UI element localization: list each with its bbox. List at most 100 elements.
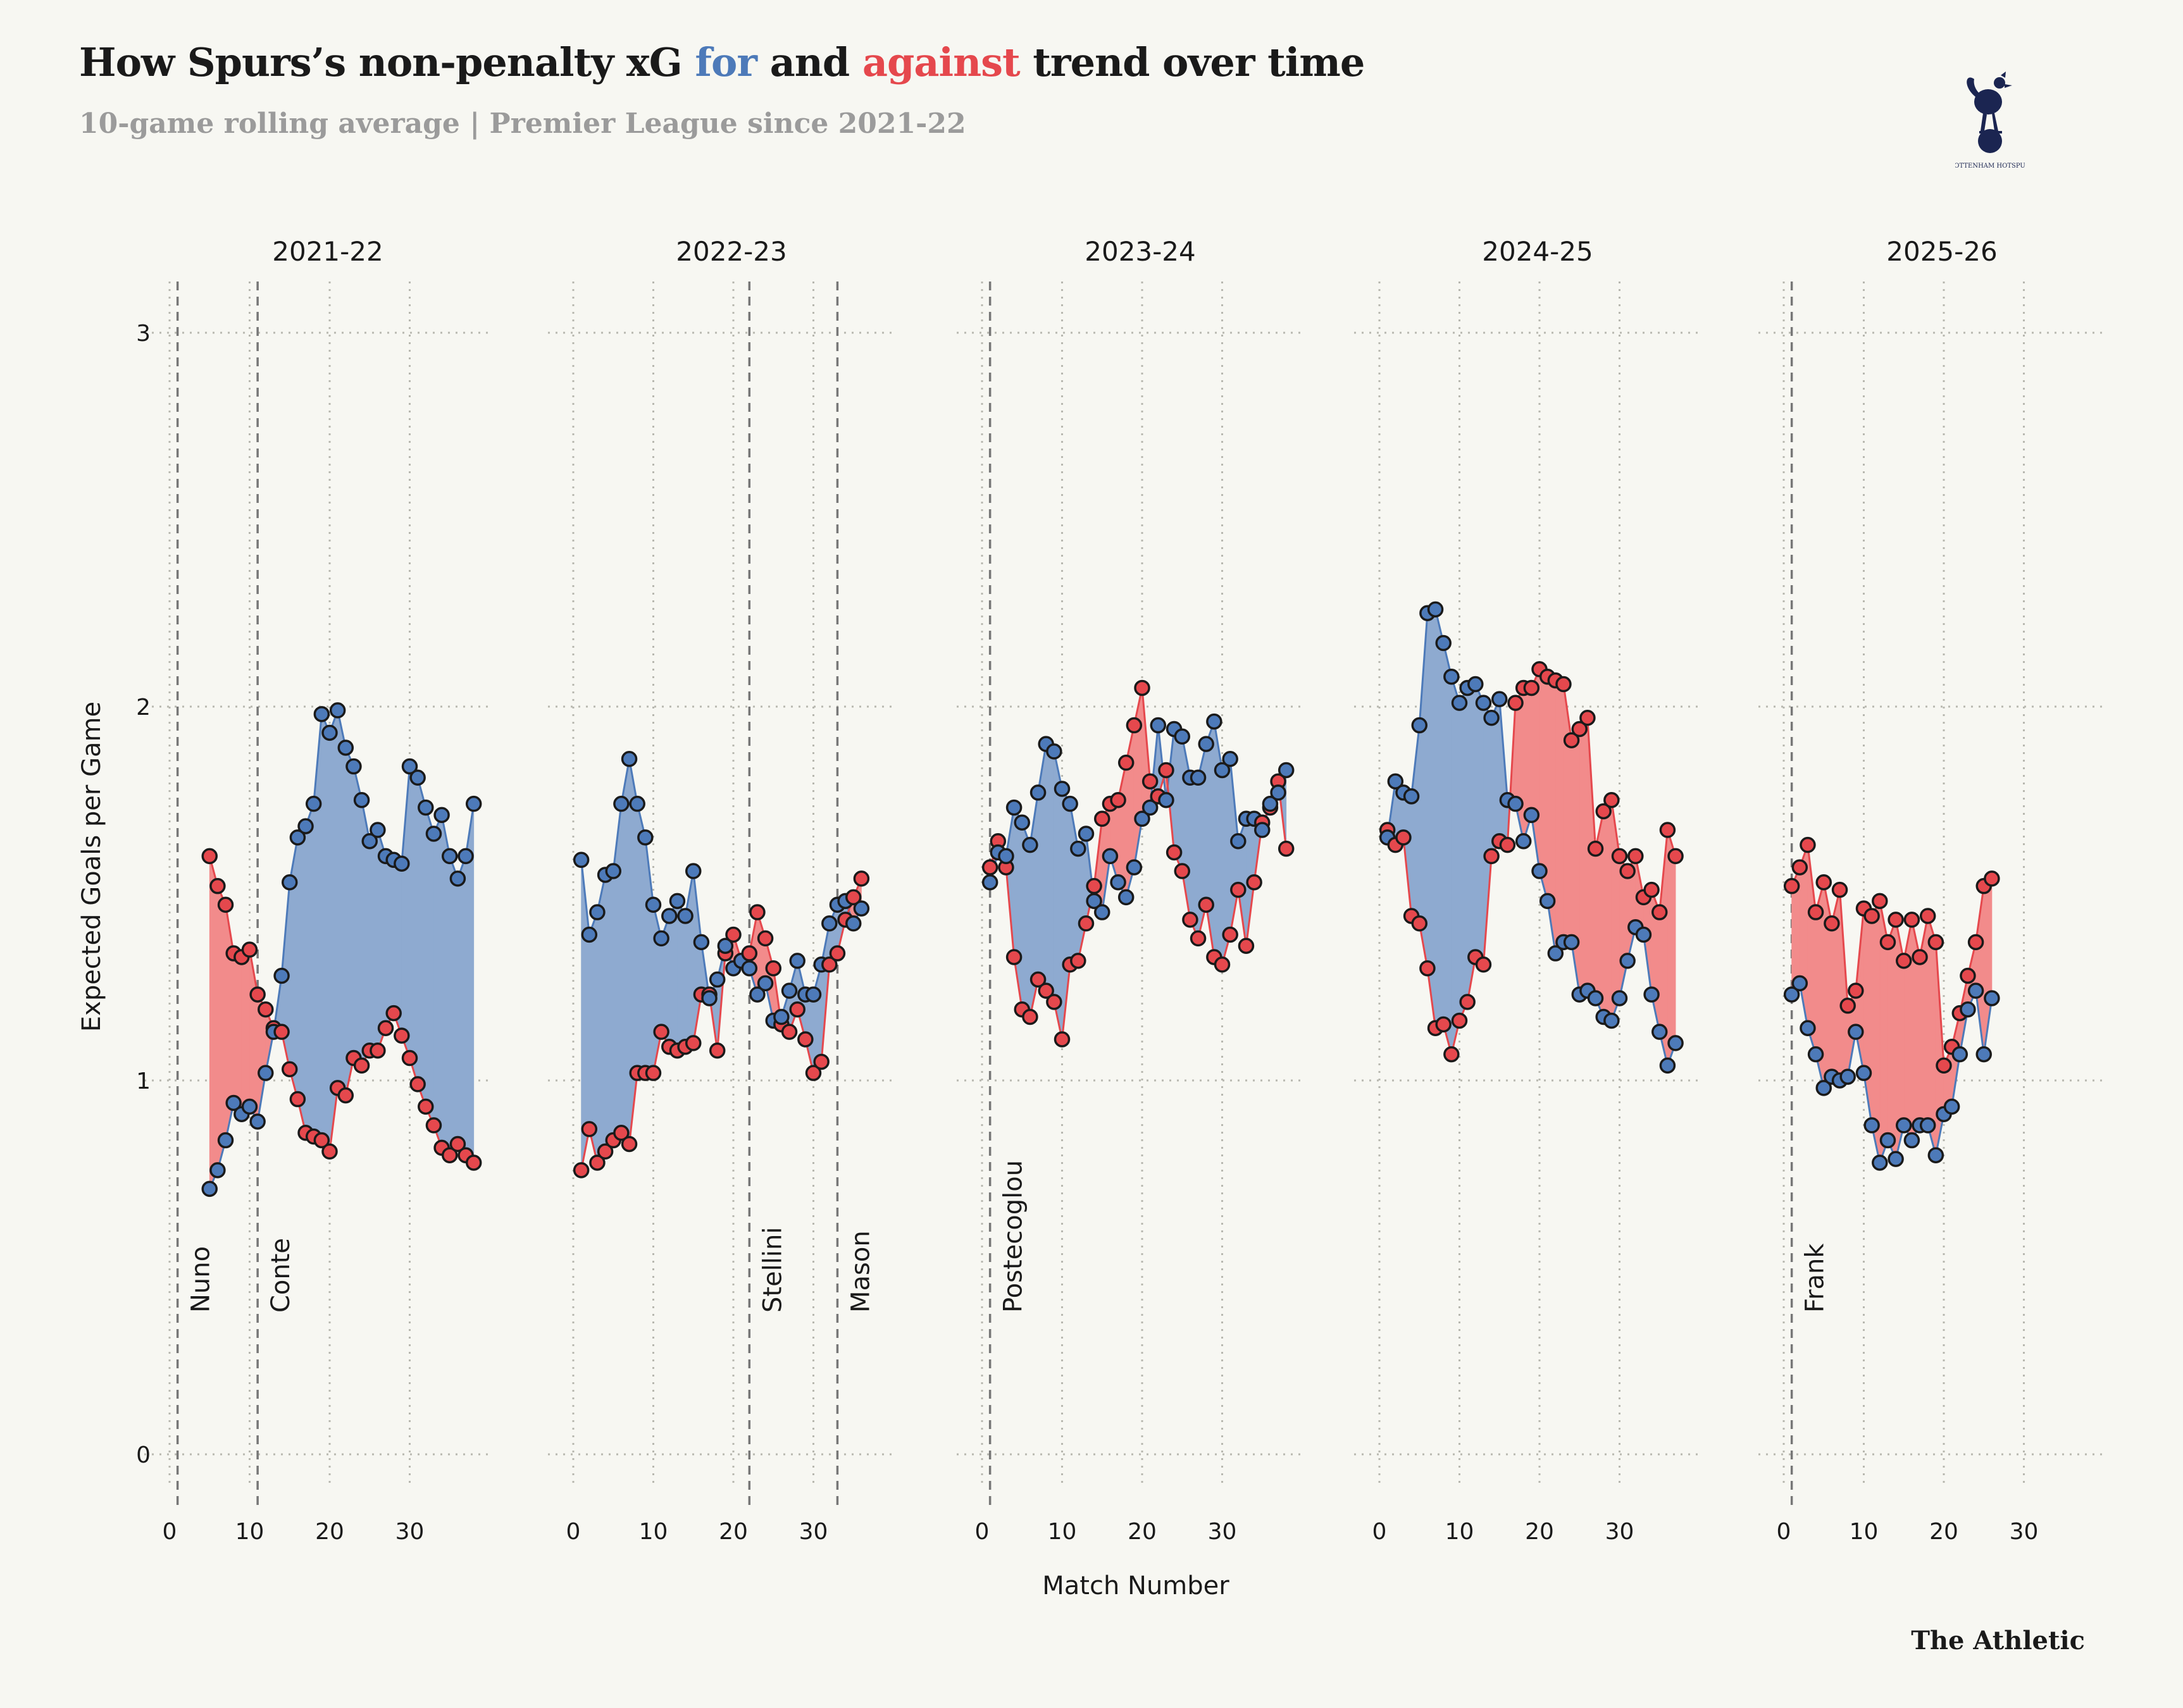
point-for <box>313 706 330 722</box>
point-for <box>1198 736 1214 752</box>
point-for <box>1839 1068 1856 1085</box>
title-mid: and <box>757 39 862 85</box>
y-axis-label: Expected Goals per Game <box>77 702 106 1032</box>
manager-lines <box>176 282 1793 1506</box>
point-for <box>1230 833 1247 850</box>
point-for <box>637 829 654 846</box>
point-against <box>449 1136 466 1153</box>
series-line-for <box>208 707 475 1189</box>
point-against <box>757 930 774 947</box>
point-for <box>282 874 298 891</box>
point-for <box>1967 982 1984 999</box>
area-fill-against <box>217 886 226 1170</box>
x-tick-label: 10 <box>639 1519 668 1545</box>
point-for <box>1667 1035 1684 1051</box>
point-for <box>433 807 450 824</box>
point-for <box>781 982 798 999</box>
point-for <box>418 799 434 816</box>
area-fill-for <box>385 855 394 1029</box>
point-against <box>442 1147 458 1163</box>
point-for <box>717 938 734 954</box>
point-for <box>1539 893 1556 910</box>
point-against <box>1046 994 1062 1010</box>
point-for <box>1387 773 1404 789</box>
point-against <box>1238 938 1255 954</box>
point-for <box>613 795 630 812</box>
point-against <box>1451 1012 1468 1029</box>
x-tick-label: 10 <box>235 1519 264 1545</box>
point-for <box>1515 833 1532 850</box>
point-for <box>669 893 686 910</box>
point-against <box>1919 908 1936 924</box>
point-for <box>1491 691 1508 707</box>
area-fill-against <box>1563 684 1572 943</box>
area-fill-for <box>417 777 426 1107</box>
point-for <box>757 975 774 992</box>
point-for <box>693 934 710 951</box>
point-for <box>1278 762 1295 779</box>
y-tick-label: 3 <box>136 321 151 347</box>
point-against <box>685 1035 702 1051</box>
point-against <box>1419 960 1436 977</box>
point-against <box>1800 836 1816 853</box>
point-for <box>1411 717 1427 734</box>
point-for <box>1427 601 1444 618</box>
point-for <box>425 826 442 842</box>
point-against <box>1807 904 1824 920</box>
point-against <box>829 945 846 962</box>
point-for <box>589 904 606 920</box>
point-against <box>797 1031 814 1048</box>
point-against <box>741 945 758 962</box>
point-for <box>1943 1098 1960 1115</box>
point-for <box>1848 1024 1864 1040</box>
point-for <box>1467 676 1484 693</box>
point-for <box>581 926 598 943</box>
point-for <box>1214 762 1231 779</box>
point-for <box>1879 1132 1896 1149</box>
point-against <box>249 986 266 1003</box>
point-against <box>1070 953 1086 969</box>
x-tick-label: 0 <box>163 1519 177 1545</box>
point-against <box>1611 848 1628 865</box>
point-for <box>621 750 638 767</box>
point-for <box>1611 990 1628 1006</box>
point-for <box>1117 889 1135 906</box>
point-for <box>442 848 458 865</box>
point-against <box>645 1065 662 1081</box>
area-fill-against <box>1667 829 1676 1066</box>
point-against <box>981 859 998 876</box>
point-for <box>1134 810 1150 827</box>
point-for <box>685 863 702 879</box>
point-against <box>1831 881 1848 898</box>
area-fill-for <box>409 765 418 1085</box>
point-for <box>1791 975 1808 992</box>
point-for <box>1005 799 1023 816</box>
point-against <box>1896 953 1912 969</box>
point-for <box>1960 1001 1976 1018</box>
point-against <box>370 1042 386 1059</box>
point-against <box>282 1061 298 1078</box>
point-for <box>1403 788 1420 805</box>
x-tick-label: 0 <box>1777 1519 1791 1545</box>
season-title: 2025-26 <box>1886 236 1998 267</box>
point-for <box>1158 792 1174 808</box>
point-against <box>1158 762 1174 779</box>
point-for <box>1903 1132 1920 1149</box>
point-against <box>337 1087 354 1104</box>
area-fill-for <box>621 758 630 1145</box>
point-against <box>589 1154 606 1171</box>
point-against <box>653 1024 669 1040</box>
point-for <box>1126 859 1143 876</box>
point-for <box>1984 990 2000 1006</box>
area-fill-for <box>337 710 346 1096</box>
point-for <box>1150 717 1167 734</box>
area-fill-for <box>297 825 306 1133</box>
point-for <box>1563 934 1580 951</box>
point-against <box>1863 908 1880 924</box>
point-against <box>1579 709 1596 726</box>
area-fill-for <box>1459 688 1468 1021</box>
point-for <box>329 702 346 719</box>
point-for <box>1815 1080 1832 1096</box>
point-for <box>361 833 378 850</box>
point-for <box>1014 814 1030 831</box>
